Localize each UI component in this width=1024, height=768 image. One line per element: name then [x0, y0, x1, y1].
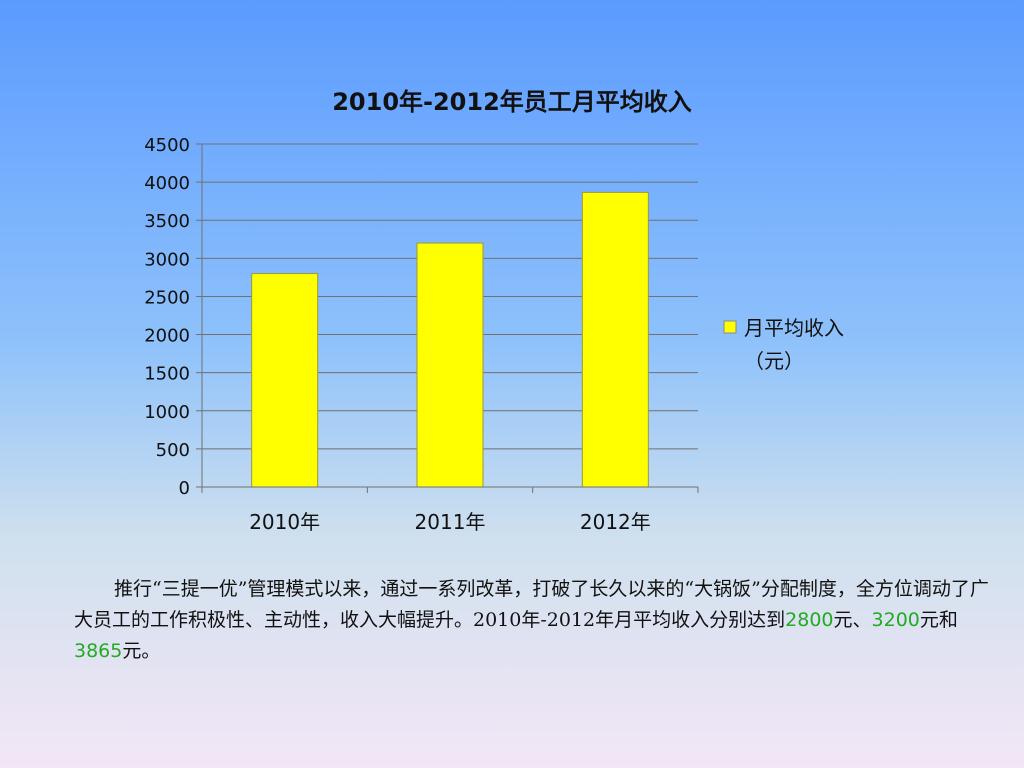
y-tick-label: 2500 — [144, 287, 190, 308]
x-tick-label: 2010年 — [249, 510, 320, 534]
y-tick-label: 1500 — [144, 364, 190, 385]
bar — [581, 191, 649, 488]
caption-text: 推行“三提一优”管理模式以来，通过一系列改革，打破了长久以来的“大锅饭”分配制度… — [74, 578, 989, 631]
bar-chart: 2010年-2012年员工月平均收入 0 500 1000 1500 2000 2500 3… — [144, 88, 844, 534]
chart: 2010年-2012年员工月平均收入 0 500 1000 1500 2000 2500 3… — [144, 88, 844, 534]
legend-swatch — [723, 320, 737, 334]
value-2010: 2800 — [785, 609, 834, 631]
caption-end: 元。 — [122, 640, 161, 662]
y-tick-label: 0 — [179, 478, 190, 499]
legend: 月平均收入 （元） — [723, 316, 844, 373]
y-tick-label: 4500 — [144, 135, 190, 156]
axes — [196, 143, 699, 493]
y-tick-label: 4000 — [144, 173, 190, 194]
tick-labels: 0 500 1000 1500 2000 2500 3000 3500 4000 4500 2010… — [144, 135, 651, 534]
legend-label-line-2: （元） — [744, 349, 804, 373]
x-tick-label: 2012年 — [580, 510, 651, 534]
y-tick-label: 3000 — [144, 249, 190, 270]
caption-sep-1: 元、 — [833, 609, 872, 631]
y-tick-label: 1000 — [144, 402, 190, 423]
value-2011: 3200 — [871, 609, 920, 631]
chart-title: 2010年-2012年员工月平均收入 — [332, 88, 692, 116]
x-tick-label: 2011年 — [415, 510, 486, 534]
value-2012: 3865 — [74, 640, 123, 662]
y-tick-label: 2000 — [144, 326, 190, 347]
caption-sep-2: 元和 — [919, 609, 958, 631]
bar — [251, 273, 319, 488]
caption-paragraph: 推行“三提一优”管理模式以来，通过一系列改革，打破了长久以来的“大锅饭”分配制度… — [74, 574, 994, 667]
y-tick-label: 3500 — [144, 211, 190, 232]
bar — [416, 242, 484, 488]
bars — [251, 191, 649, 488]
y-tick-label: 500 — [156, 440, 190, 461]
legend-label-line-1: 月平均收入 — [744, 316, 844, 340]
